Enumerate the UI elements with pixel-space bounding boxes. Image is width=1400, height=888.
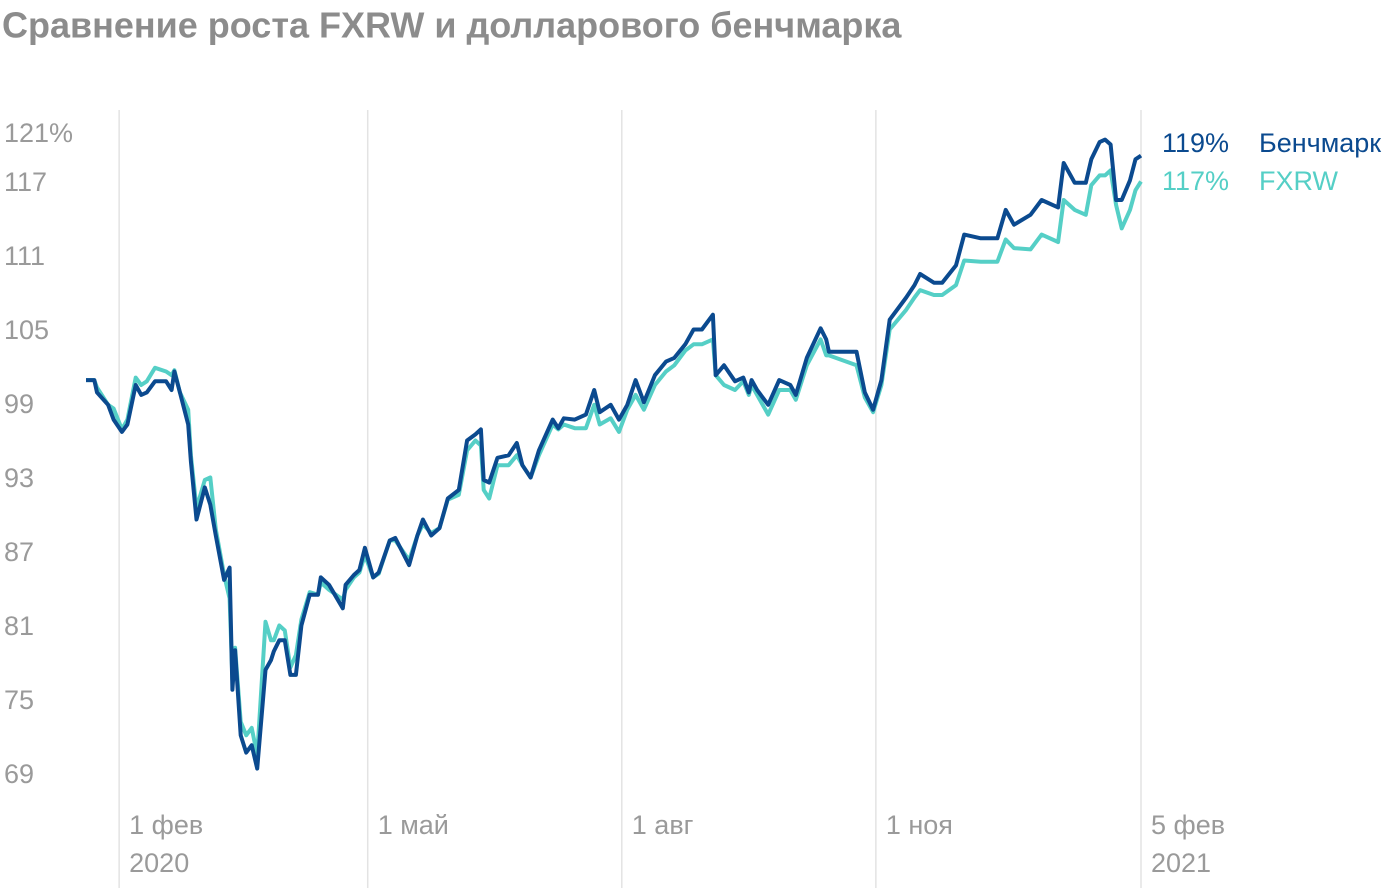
end-value-label: 117%: [1162, 166, 1229, 196]
x-tick-label: 1 ноя: [886, 810, 953, 840]
y-tick-label: 69: [4, 759, 34, 789]
x-tick-label: 1 фев: [129, 810, 203, 840]
line-series: [86, 168, 1143, 757]
y-tick-label: 93: [4, 463, 34, 493]
y-tick-label: 75: [4, 685, 34, 715]
y-tick-label: 99: [4, 389, 34, 419]
x-tick-label: 5 фев: [1151, 810, 1225, 840]
x-tick-label: 1 авг: [632, 810, 694, 840]
legend-label: Бенчмарк: [1259, 128, 1381, 158]
chart-title: Сравнение роста FXRW и долларового бенчм…: [2, 5, 902, 46]
y-tick-label: 117: [4, 167, 47, 197]
y-tick-label: 81: [4, 611, 34, 641]
legend-label: FXRW: [1259, 166, 1339, 196]
end-value-label: 119%: [1162, 128, 1229, 158]
y-tick-label: 111: [4, 241, 45, 271]
x-year-label: 2021: [1151, 848, 1211, 878]
line-series: [86, 137, 1143, 771]
y-tick-label: 87: [4, 537, 34, 567]
y-tick-label: 121%: [4, 118, 73, 148]
x-tick-label: 1 май: [378, 810, 449, 840]
x-year-label: 2020: [129, 848, 189, 878]
y-tick-label: 105: [4, 315, 49, 345]
